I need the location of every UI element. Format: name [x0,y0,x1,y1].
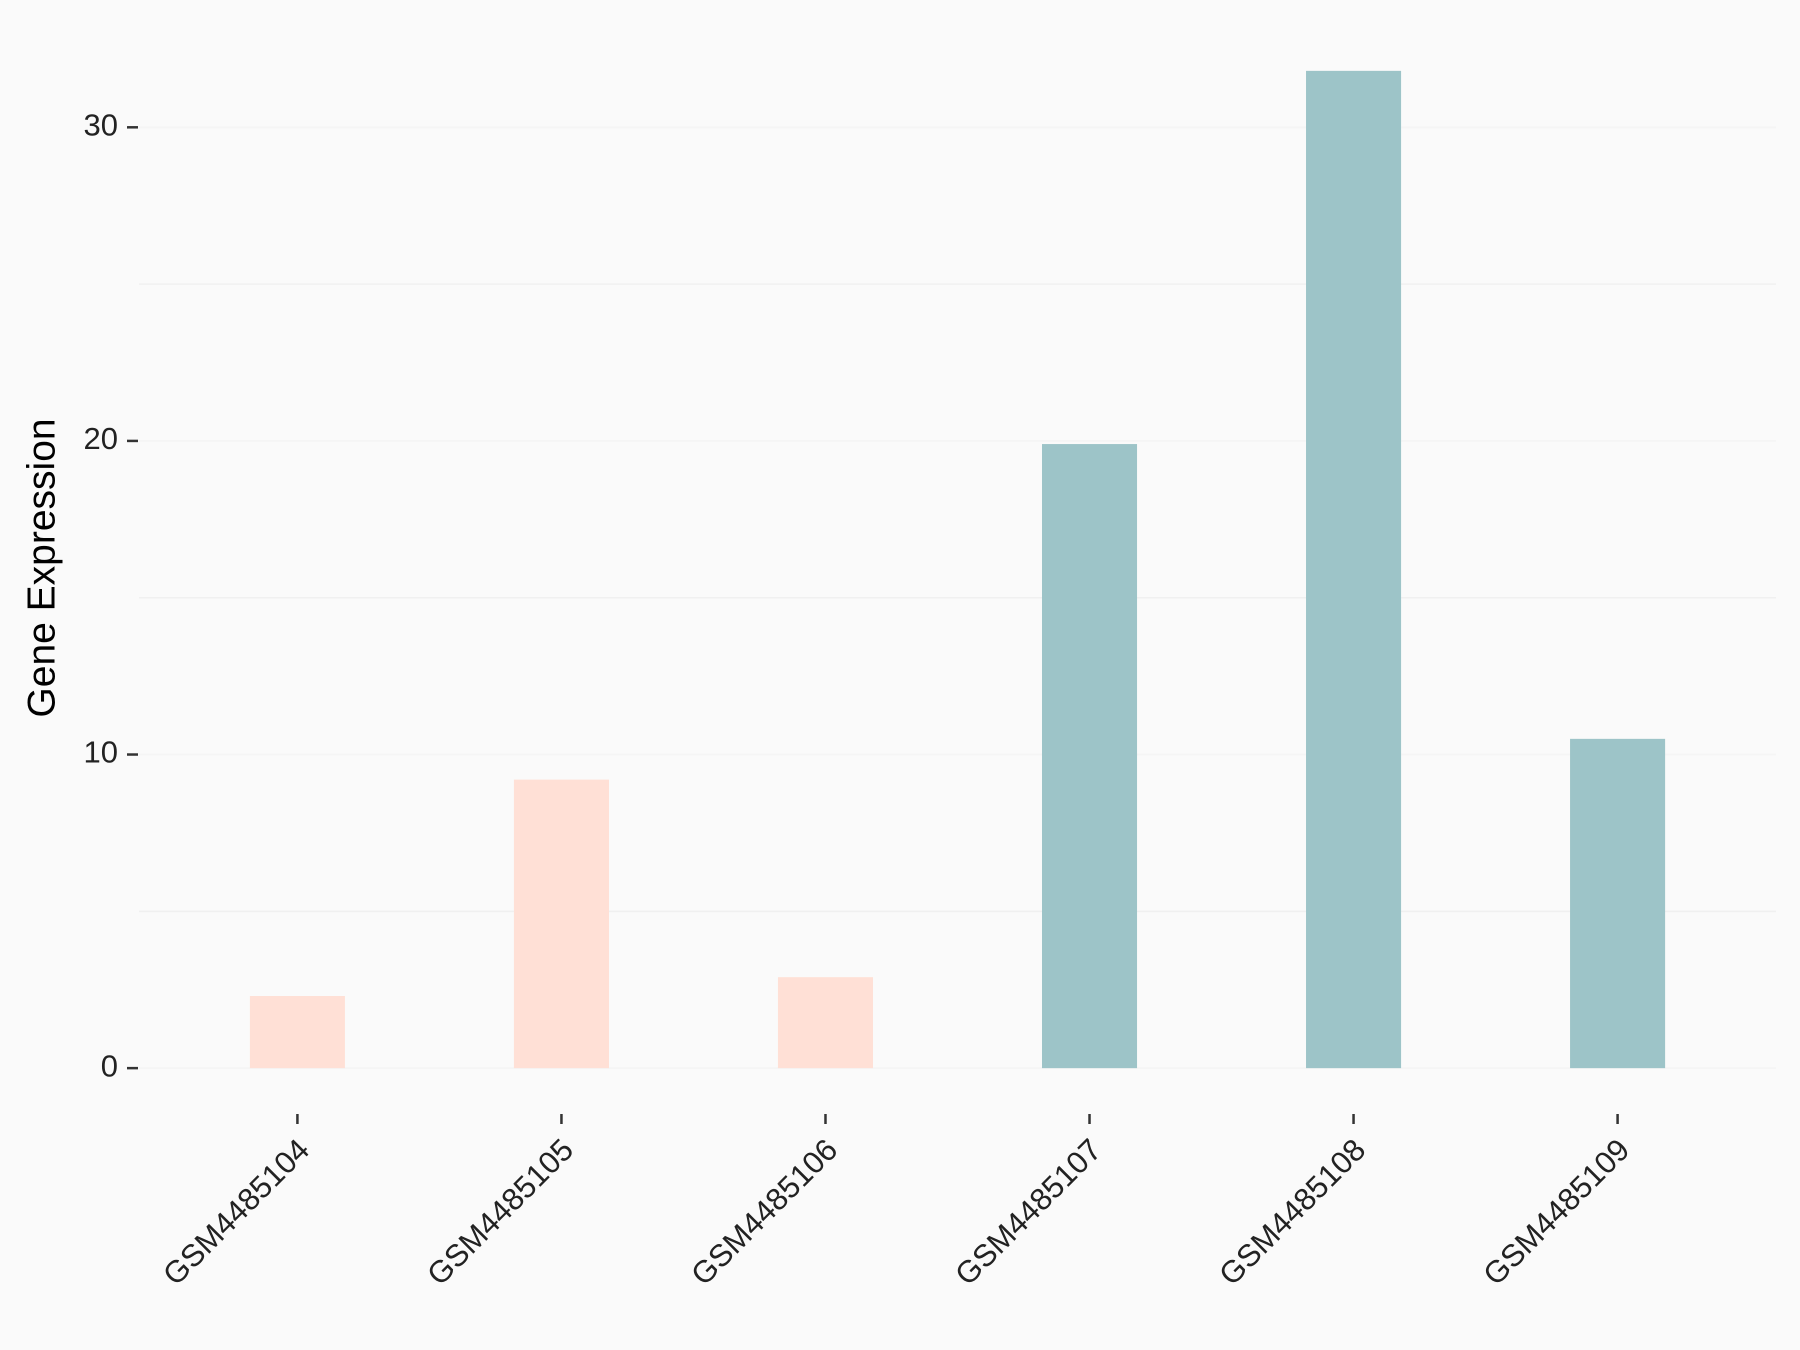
bar [777,977,874,1069]
bar [1041,444,1138,1069]
y-tick-label: 0 [101,1048,118,1083]
y-axis-title: Gene Expression [20,418,63,717]
bar [513,779,609,1069]
y-tick-label: 30 [84,108,118,143]
x-tick-label: GSM4485105 [420,1132,580,1292]
bar [249,996,345,1069]
bar [1306,70,1402,1069]
x-tick-label: GSM4485107 [948,1132,1108,1292]
x-tick-label: GSM4485108 [1212,1132,1372,1292]
x-tick-label: GSM4485106 [684,1132,844,1292]
y-tick-label: 10 [84,735,118,770]
x-tick-label: GSM4485109 [1476,1132,1636,1292]
y-tick-label: 20 [84,421,118,456]
bar [1570,738,1666,1069]
x-tick-label: GSM4485104 [156,1132,316,1292]
